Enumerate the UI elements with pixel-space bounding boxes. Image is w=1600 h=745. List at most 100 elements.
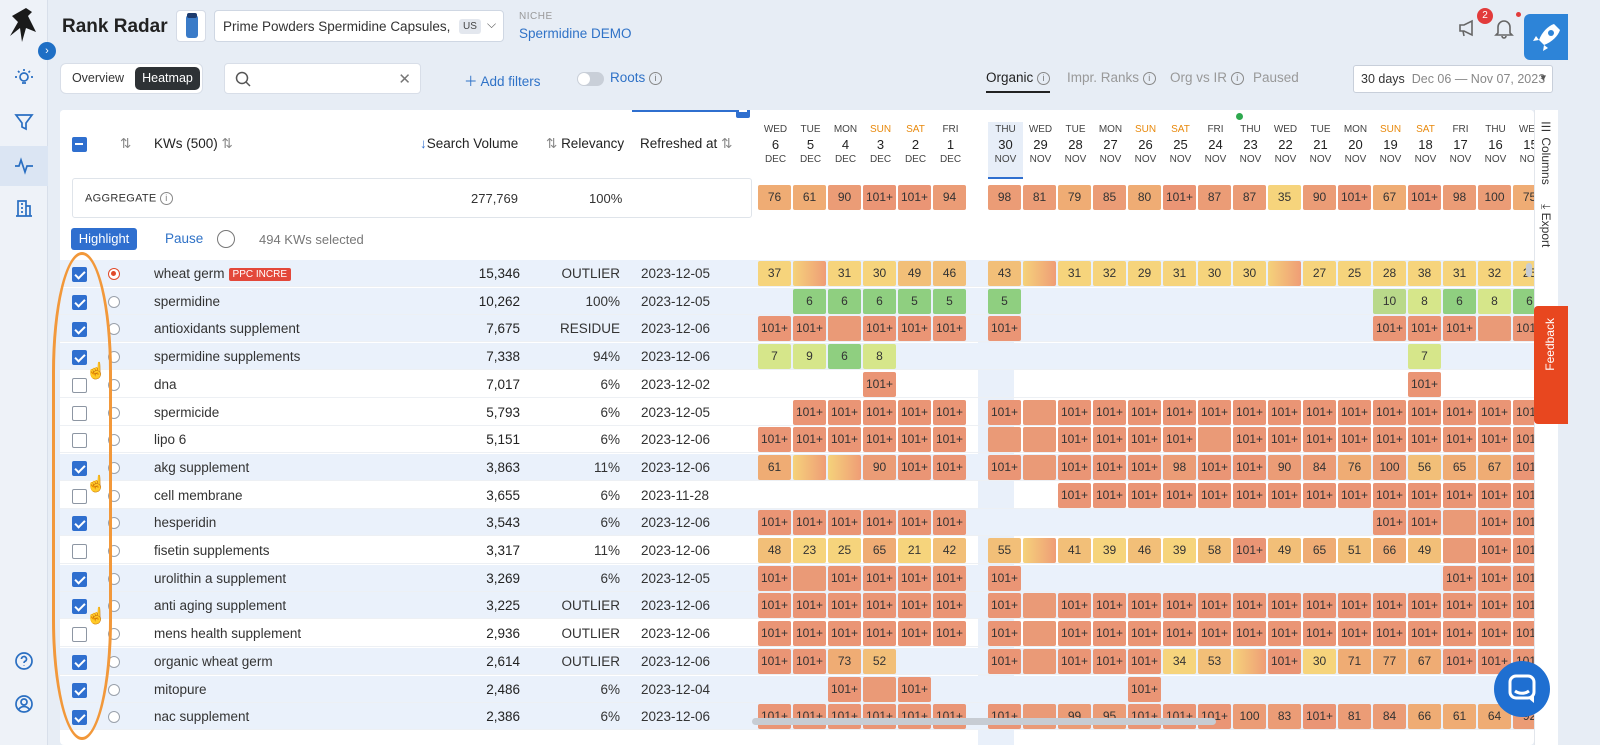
horizontal-scrollbar[interactable] [752,718,1216,725]
row-radio[interactable] [108,295,120,308]
rank-cell[interactable] [1023,704,1056,730]
row-radio[interactable] [108,628,120,641]
rank-cell[interactable]: 101+ [1478,593,1511,619]
rank-cell[interactable]: 101+ [1513,482,1534,508]
highlight-button[interactable]: Highlight [71,228,137,250]
rank-cell[interactable]: 66 [1373,538,1406,563]
rank-cell[interactable]: 49 [898,261,931,286]
rank-cell[interactable]: 28 [1373,261,1406,286]
rank-cell[interactable]: 31 [1163,261,1196,286]
rank-cell[interactable]: 101+ [828,704,861,730]
rank-cell[interactable]: 101+ [1513,427,1534,453]
rank-cell[interactable]: 101+ [1443,399,1476,425]
rank-cell[interactable]: 9 [793,344,826,370]
rank-cell[interactable]: 101+ [898,454,931,480]
rank-cell[interactable]: 90 [1268,454,1301,480]
rank-cell[interactable]: 101+ [863,621,896,647]
rank-cell[interactable]: 101+ [863,316,896,342]
table-row[interactable]: fisetin supplements 3,317 11% 2023-12-06 48 2… [60,537,1534,564]
rank-cell[interactable]: 101+ [1513,538,1534,563]
rank-cell[interactable]: 101+ [828,399,861,425]
rank-cell[interactable]: 101+ [1303,399,1336,425]
columns-button[interactable]: ☰ Columns [1539,120,1553,185]
rank-cell[interactable]: 84 [1303,454,1336,480]
rank-cell[interactable]: 101+ [1408,510,1441,536]
table-row[interactable]: mitopure 2,486 6% 2023-12-04 101+ 101+ 101+ [60,675,1534,703]
rank-cell[interactable]: 101+ [758,593,791,619]
rank-cell[interactable] [1268,261,1301,286]
rank-cell[interactable]: 49 [1268,538,1301,563]
rank-cell[interactable]: 6 [863,288,896,314]
tab-org-vs-ir[interactable]: Org vs IR i [1170,70,1244,85]
row-radio[interactable] [108,489,120,502]
rank-cell[interactable]: 7 [1408,344,1441,370]
rank-cell[interactable]: 101+ [1268,621,1301,647]
rank-cell[interactable]: 30 [863,261,896,286]
rank-cell[interactable] [1478,316,1511,342]
rank-cell[interactable]: 101+ [1128,593,1161,619]
table-row[interactable]: spermidine supplements 7,338 94% 2023-12-06… [60,343,1534,371]
rank-cell[interactable]: 101+ [863,399,896,425]
rank-cell[interactable]: 76 [758,185,791,210]
info-icon[interactable]: i [159,192,173,205]
rank-cell[interactable]: 101+ [1373,482,1406,508]
rank-cell[interactable]: 101+ [898,185,931,210]
rank-cell[interactable]: 31 [828,261,861,286]
table-row[interactable]: dna 7,017 6% 2023-12-02 101+ 101+ [60,371,1534,398]
rank-cell[interactable]: 101+ [1268,399,1301,425]
row-checkbox[interactable] [72,488,87,504]
row-checkbox[interactable] [72,627,87,643]
rank-cell[interactable]: 101+ [1163,427,1196,453]
rank-cell[interactable]: 37 [758,261,791,286]
announcements-icon[interactable] [1457,17,1479,39]
row-radio[interactable] [108,268,120,280]
rank-cell[interactable]: 101+ [988,399,1021,425]
rank-cell[interactable]: 101+ [898,593,931,619]
rank-cell[interactable]: 101+ [1303,621,1336,647]
rank-cell[interactable]: 67 [1373,185,1406,210]
rank-cell[interactable]: 101+ [898,621,931,647]
rank-cell[interactable]: 90 [863,454,896,480]
rank-cell[interactable]: 101+ [1268,482,1301,508]
rank-cell[interactable]: 101+ [1163,704,1196,730]
rank-cell[interactable]: 101+ [933,621,966,647]
rank-cell[interactable]: 81 [1023,185,1056,210]
rank-cell[interactable]: 101+ [898,399,931,425]
row-radio[interactable] [108,406,120,419]
row-checkbox[interactable] [72,322,87,338]
rank-cell[interactable]: 67 [1478,454,1511,480]
rank-cell[interactable]: 101+ [793,510,826,536]
add-filters-button[interactable]: ＋ Add filters [464,70,541,90]
rank-cell[interactable]: 39 [1163,538,1196,563]
rank-cell[interactable]: 35 [1268,185,1301,210]
rank-cell[interactable]: 101+ [1058,482,1091,508]
rank-cell[interactable]: 101+ [1338,185,1371,210]
export-button[interactable]: ⤓ Export [1539,204,1553,247]
table-row[interactable]: lipo 6 5,151 6% 2023-12-06 101+ 101+ 101+ 101+ 1… [60,426,1534,454]
row-checkbox[interactable] [72,710,87,726]
rank-cell[interactable]: 65 [1443,454,1476,480]
info-icon[interactable]: i [649,71,663,85]
rank-cell[interactable]: 101+ [1128,648,1161,674]
rank-cell[interactable]: 101+ [1408,621,1441,647]
bell-icon[interactable] [1493,17,1515,39]
refreshed-header[interactable]: Refreshed at ⇅ [640,136,733,151]
row-checkbox[interactable] [72,405,87,421]
rank-cell[interactable]: 87 [1233,185,1266,210]
rank-cell[interactable]: 101+ [898,565,931,591]
rank-cell[interactable]: 101+ [1198,454,1231,480]
rank-cell[interactable]: 81 [1338,704,1371,730]
rank-cell[interactable]: 101+ [863,593,896,619]
rank-cell[interactable]: 101+ [1058,648,1091,674]
rank-cell[interactable]: 6 [1513,288,1534,314]
rank-cell[interactable] [1443,538,1476,563]
table-row[interactable]: mens health supplement 2,936 OUTLIER 2023-1… [60,620,1534,648]
rocket-button[interactable] [1524,14,1568,60]
rank-cell[interactable]: 101+ [1338,427,1371,453]
rank-cell[interactable]: 101+ [1373,399,1406,425]
rank-cell[interactable]: 101+ [1478,510,1511,536]
rank-cell[interactable]: 77 [1373,648,1406,674]
rank-cell[interactable]: 101+ [1338,621,1371,647]
row-radio[interactable] [108,351,120,364]
rank-cell[interactable]: 98 [988,185,1021,210]
